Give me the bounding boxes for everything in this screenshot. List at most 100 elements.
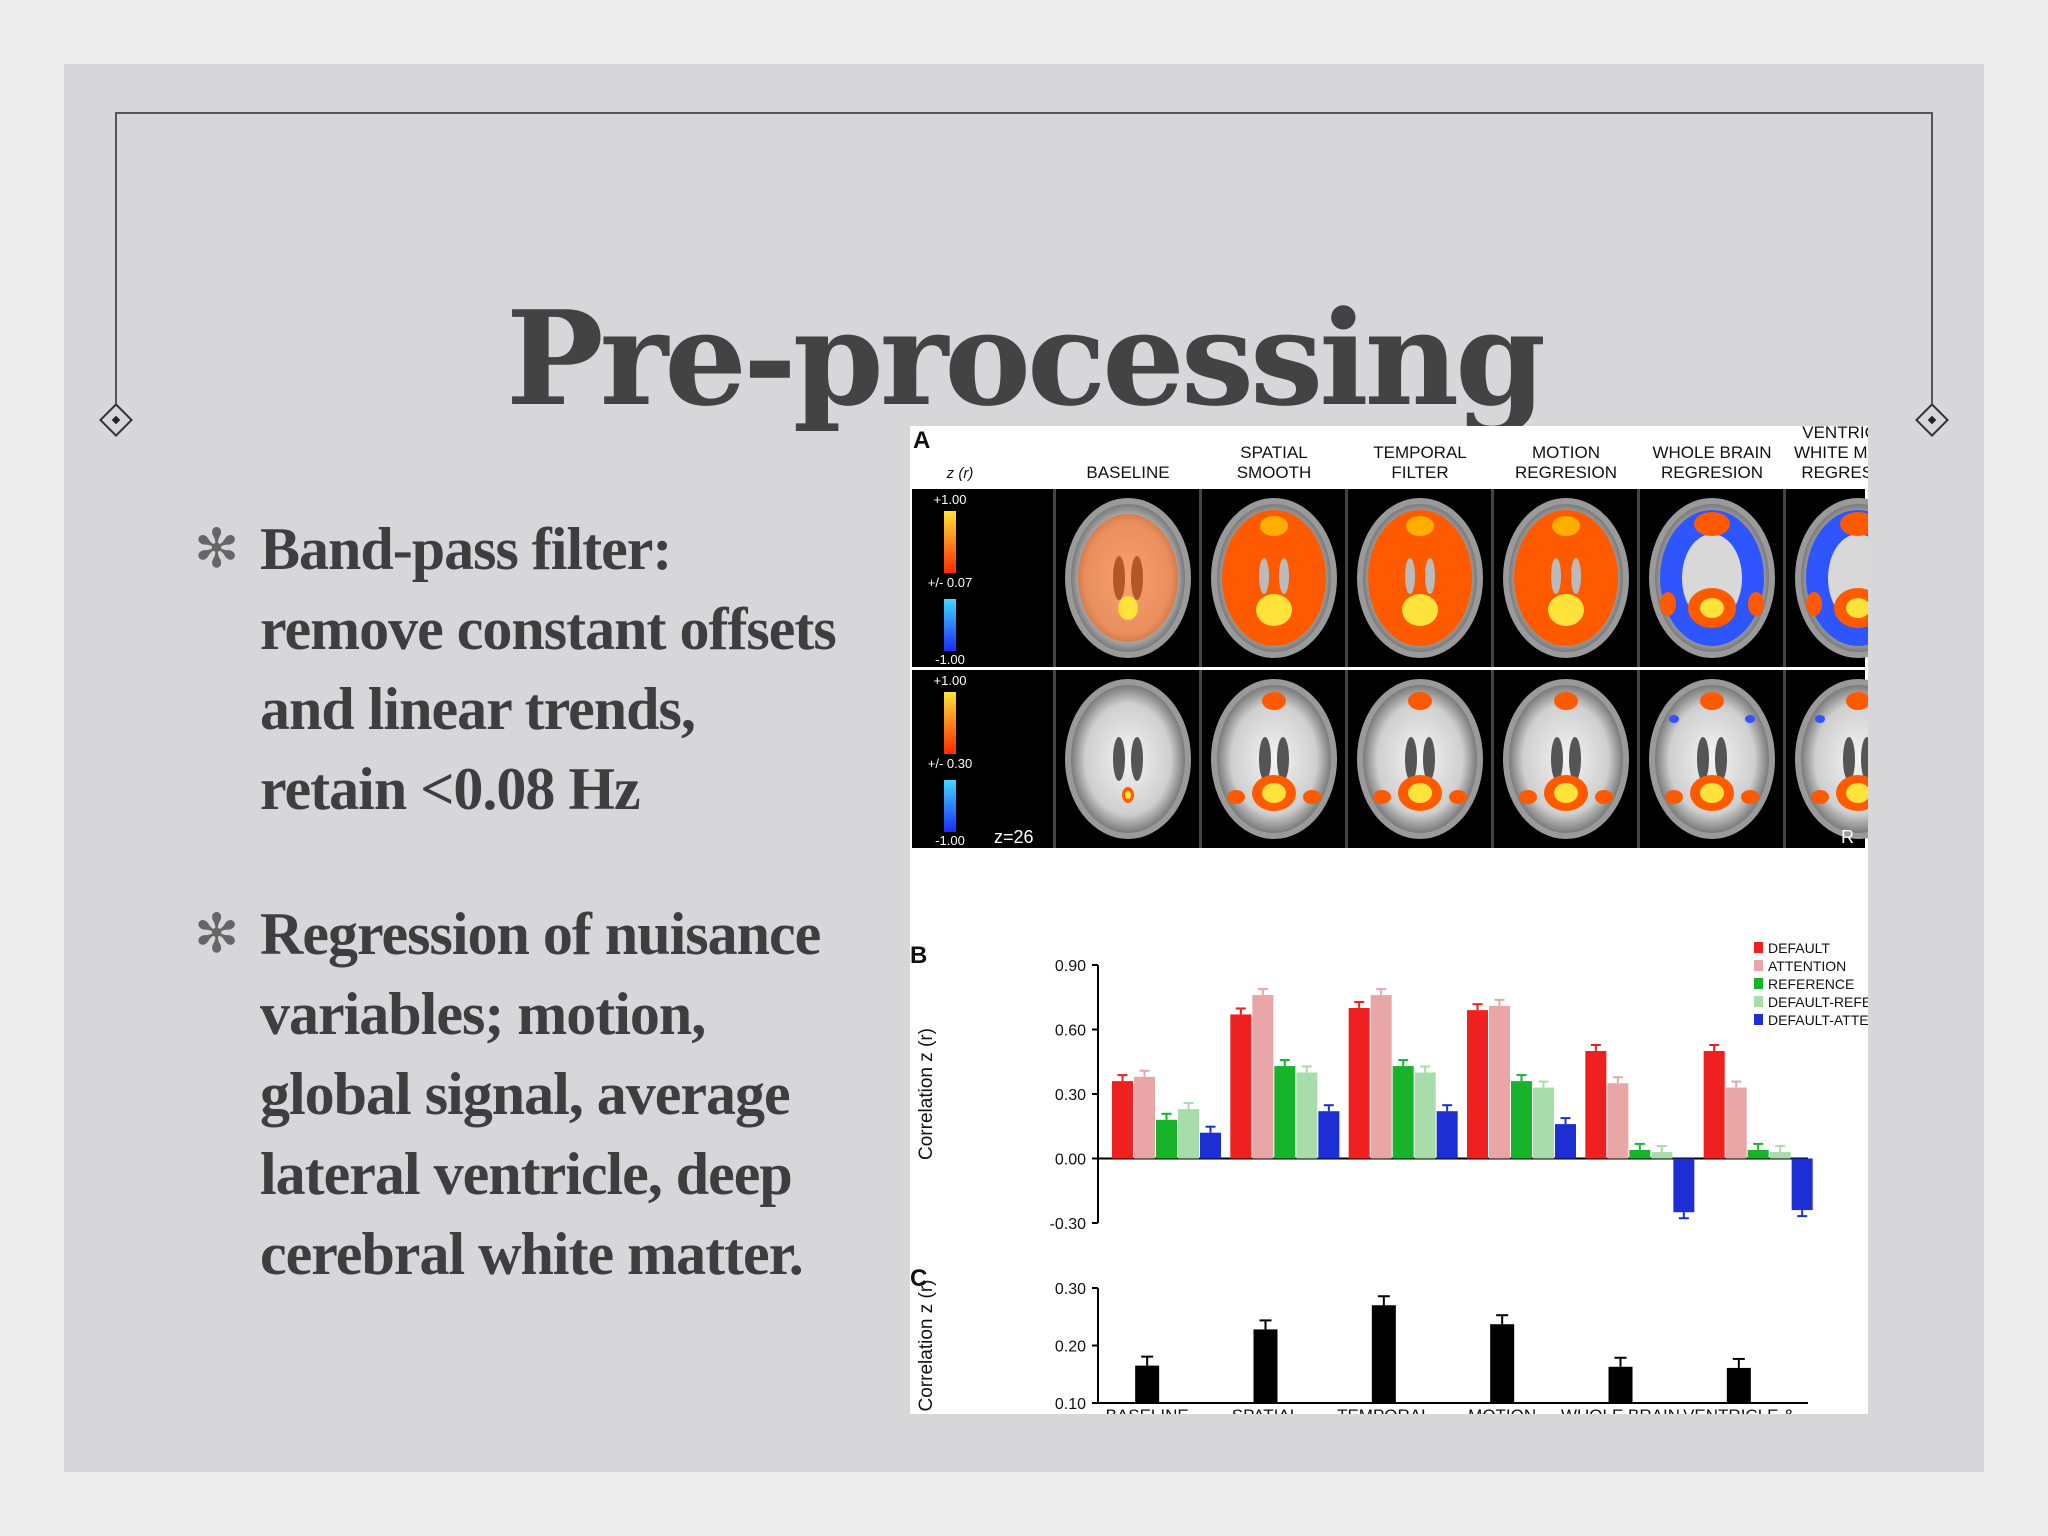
bar (1725, 1087, 1747, 1159)
legend-swatch (1754, 996, 1763, 1007)
bar (1274, 1066, 1296, 1159)
y-tick-label: 0.30 (1055, 1087, 1086, 1104)
brain-slice (1053, 489, 1191, 667)
category-label: BASELINE (1106, 1406, 1189, 1414)
column-header: REGRESION (1515, 463, 1617, 482)
activation-blob (1811, 790, 1829, 804)
ventricle (1405, 558, 1415, 594)
ventricle (1697, 737, 1709, 781)
activation-peak (1260, 516, 1288, 536)
slice-separator (1783, 670, 1786, 848)
category-label: SPATIAL (1232, 1406, 1299, 1414)
activation-peak (1554, 783, 1578, 803)
ventricle (1715, 737, 1727, 781)
bar (1370, 995, 1392, 1159)
column-header: WHITE MATTER (1794, 443, 1868, 462)
activation-blob (1408, 692, 1432, 710)
slice-separator (1345, 489, 1348, 667)
ventricle (1843, 737, 1855, 781)
ventricle (1569, 737, 1581, 781)
activation-peak (1125, 791, 1131, 799)
y-tick-label: 0.00 (1055, 1152, 1086, 1169)
bar (1555, 1124, 1576, 1159)
column-header: VENTRICLE & (1802, 426, 1868, 442)
slide-title: Pre-processing (505, 282, 1546, 435)
bullet-line: cerebral white matter. (260, 1221, 804, 1287)
activation-blob (1227, 790, 1245, 804)
activation-blob (1840, 512, 1868, 536)
activation-blob (1660, 592, 1676, 616)
orientation-label: R (1841, 827, 1854, 847)
ventricle (1551, 737, 1563, 781)
bar (1651, 1152, 1673, 1159)
legend-label: ATTENTION (1768, 958, 1846, 974)
brain-tissue (1363, 685, 1477, 833)
activation-peak (1402, 594, 1438, 626)
brain-tissue (1655, 685, 1769, 833)
activation-blob (1554, 692, 1578, 710)
brain-slice (1783, 670, 1868, 848)
legend-swatch (1754, 1014, 1763, 1025)
scale-tick: +/- 0.07 (928, 575, 972, 590)
activation-blob (1806, 592, 1822, 616)
brain-slice (1637, 489, 1775, 667)
column-header: FILTER (1391, 463, 1448, 482)
y-tick-label: 0.90 (1055, 958, 1086, 975)
deactivation-blob (1745, 715, 1755, 723)
scale-tick: -1.00 (935, 833, 965, 848)
brain-slice (1491, 489, 1629, 667)
y-tick-label: 0.60 (1055, 1023, 1086, 1040)
bar (1112, 1081, 1133, 1159)
slice-separator (1637, 489, 1640, 667)
bullet-line: lateral ventricle, deep (260, 1141, 793, 1207)
ventricle (1113, 737, 1125, 781)
activation-peak (1262, 783, 1286, 803)
bar (1230, 1014, 1252, 1159)
asterisk-bullet-icon: ✻ (194, 517, 239, 580)
bullet-line: Band-pass filter: (260, 516, 672, 582)
slice-separator (1053, 670, 1056, 848)
bar (1392, 1066, 1414, 1159)
y-tick-label: 0.30 (1055, 1281, 1086, 1298)
scale-tick: -1.00 (935, 652, 965, 667)
bar (1673, 1158, 1695, 1213)
bar (1607, 1083, 1629, 1159)
brain-tissue (1217, 685, 1331, 833)
bar (1489, 1005, 1510, 1159)
bullet-line: global signal, average (260, 1061, 791, 1127)
slice-separator (1637, 670, 1640, 848)
category-label: MOTION (1468, 1406, 1536, 1414)
color-scale-positive (944, 511, 956, 573)
column-header: REGRESSION (1801, 463, 1868, 482)
bar (1134, 1076, 1155, 1159)
bullet-line: variables; motion, (260, 981, 706, 1047)
color-scale-negative (944, 599, 956, 651)
slice-separator (1053, 489, 1056, 667)
ventricle (1277, 737, 1289, 781)
legend-label: REFERENCE (1768, 976, 1854, 992)
activation-blob (1449, 790, 1467, 804)
y-tick-label: 0.20 (1055, 1339, 1086, 1356)
brain-tissue (1509, 685, 1623, 833)
bar (1490, 1324, 1515, 1403)
slice-separator (1199, 489, 1202, 667)
legend-label: DEFAULT (1768, 940, 1830, 956)
frame-right-line (1931, 112, 1933, 410)
bar (1178, 1109, 1199, 1159)
slice-separator (1491, 489, 1494, 667)
bar (1371, 1305, 1396, 1403)
color-scale-negative (944, 780, 956, 832)
column-header: TEMPORAL (1373, 443, 1467, 462)
bar (1769, 1152, 1791, 1159)
bullet-line: and linear trends, (260, 676, 696, 742)
brain-slice (1199, 670, 1337, 848)
legend-label: DEFAULT-REFERENCE (1768, 994, 1868, 1010)
ventricle (1259, 737, 1271, 781)
bar (1200, 1132, 1221, 1159)
activation-peak (1552, 516, 1580, 536)
ventricle (1551, 558, 1561, 594)
activation-blob (1303, 790, 1321, 804)
legend-swatch (1754, 942, 1763, 953)
scale-tick: +1.00 (934, 492, 967, 507)
